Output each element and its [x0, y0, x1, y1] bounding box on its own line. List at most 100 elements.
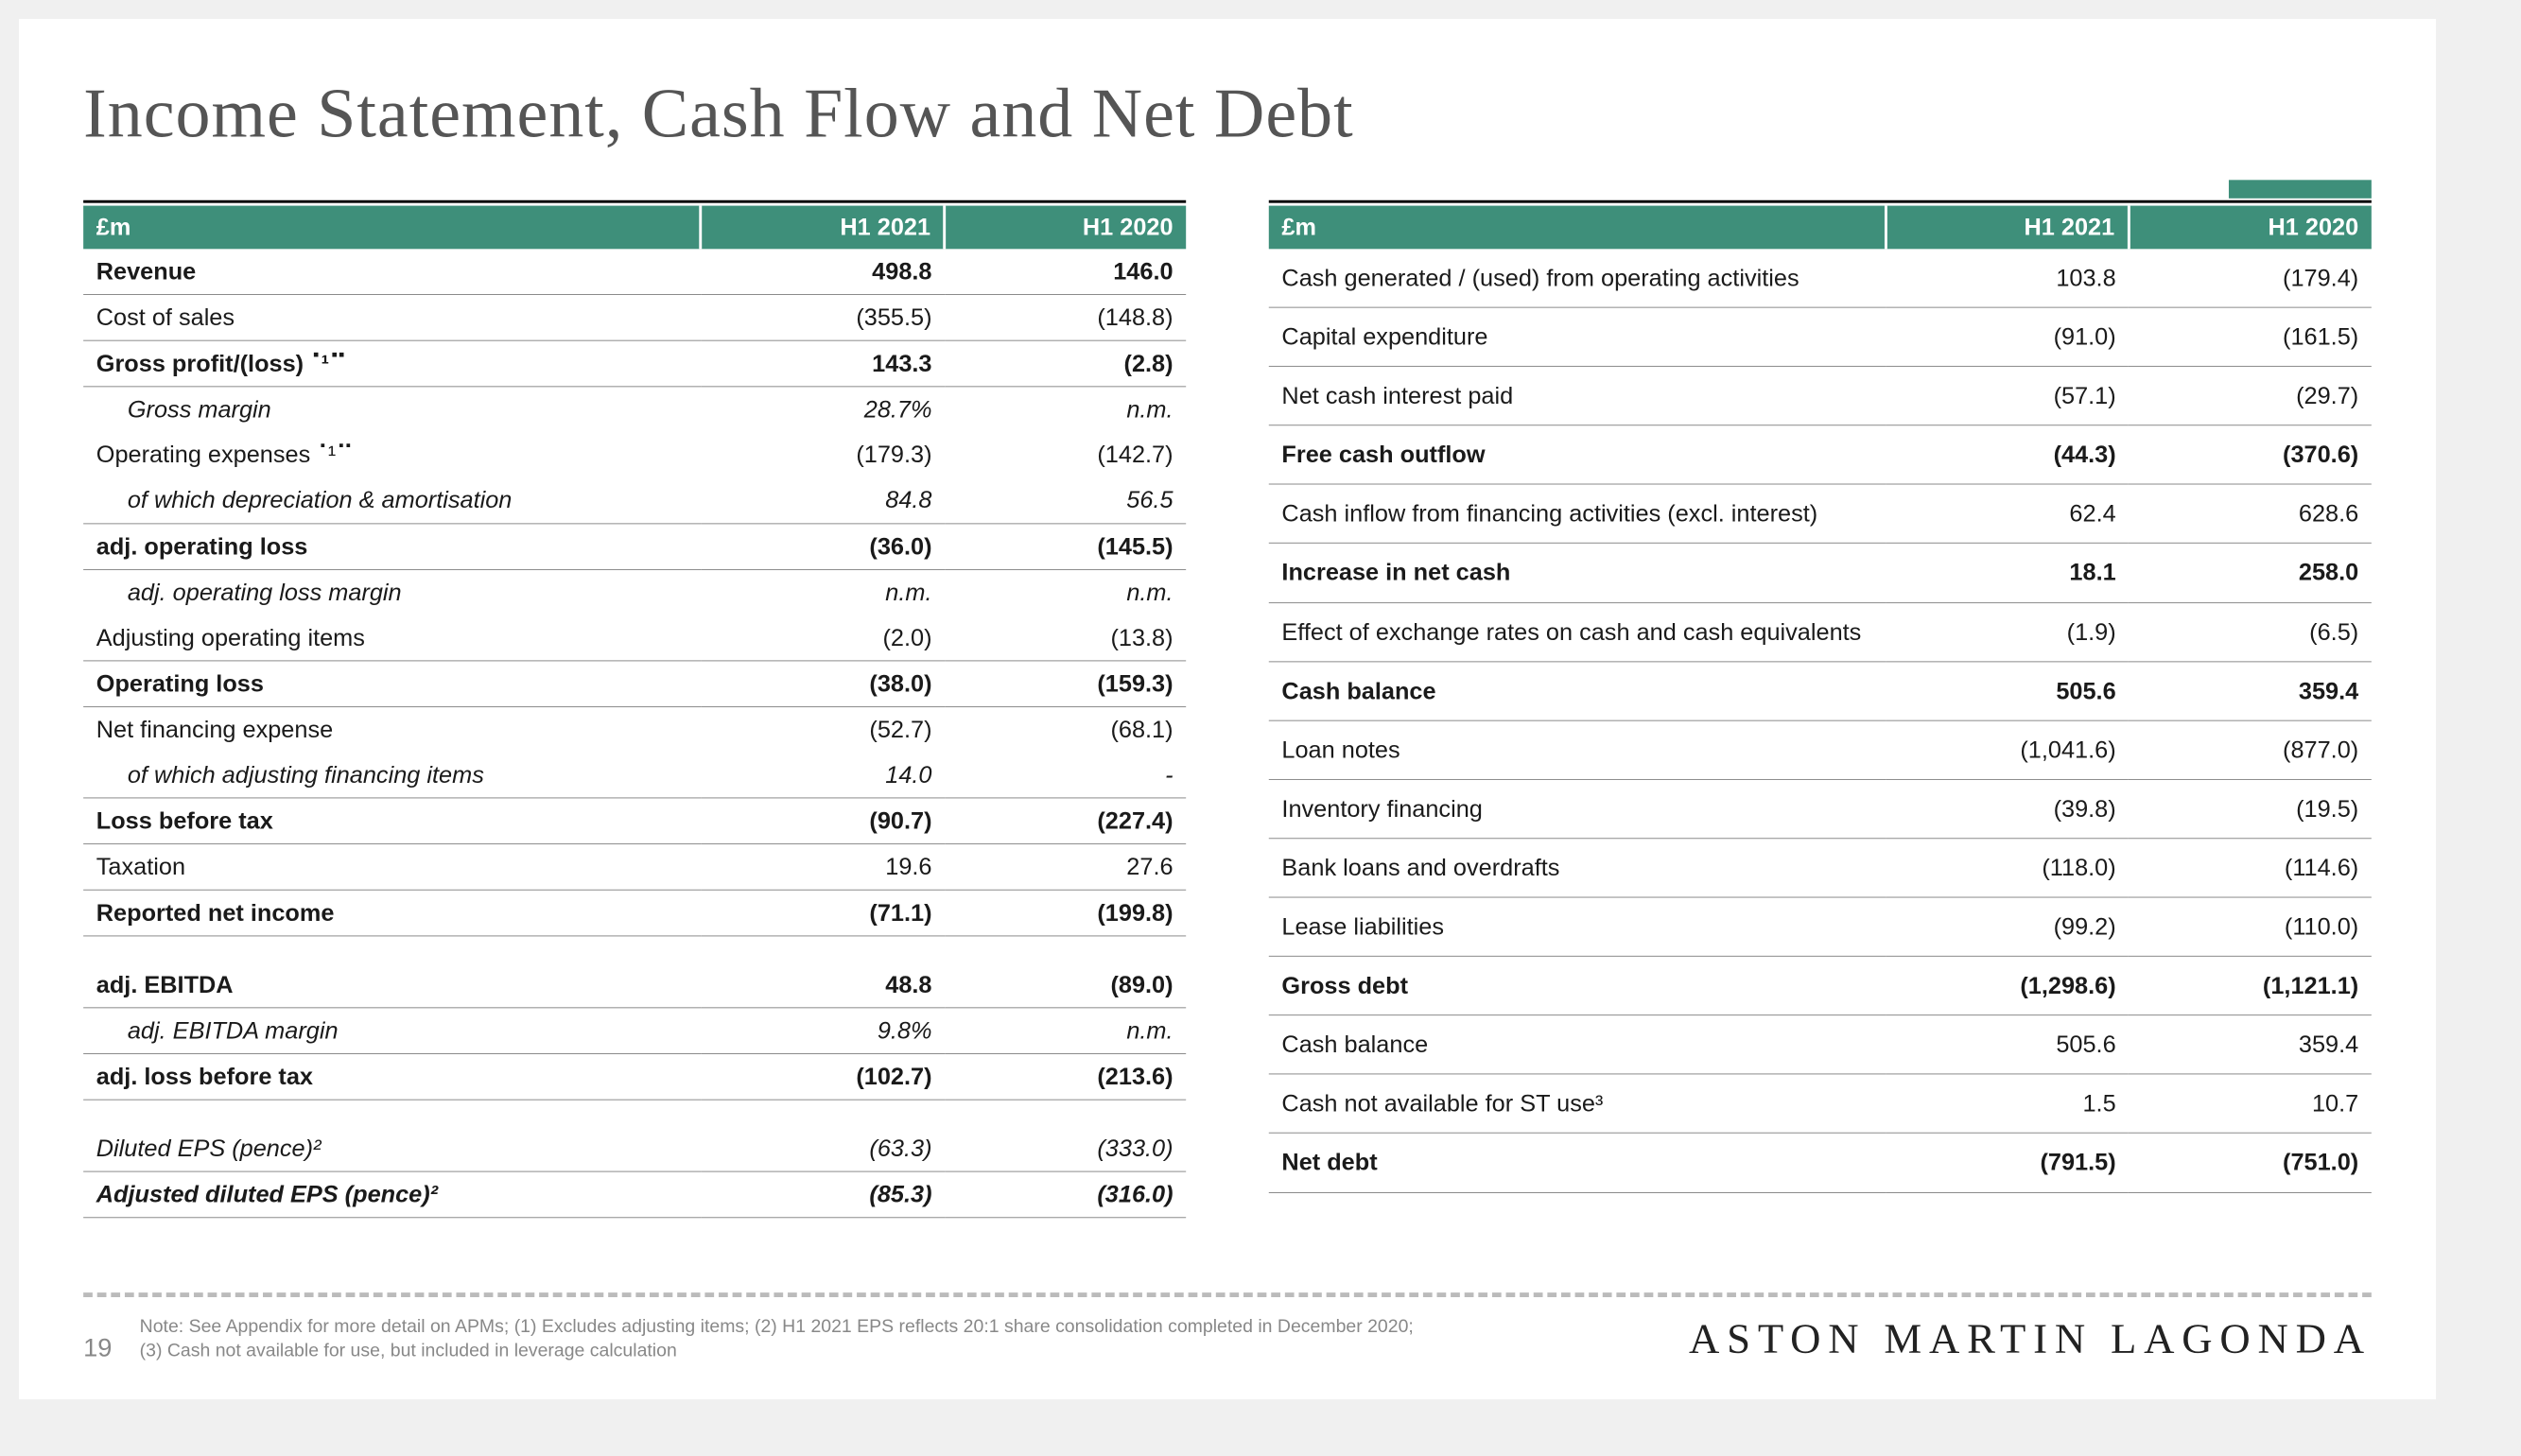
table-row: Reported net income(71.1)(199.8) — [83, 891, 1186, 937]
table-header-row: £m H1 2021 H1 2020 — [83, 206, 1186, 250]
value-c1: n.m. — [701, 569, 945, 615]
table-row: Inventory financing(39.8)(19.5) — [1269, 779, 2372, 838]
row-label: adj. EBITDA margin — [83, 1008, 701, 1054]
row-label: Operating expenses⠈¹⠉ — [83, 432, 701, 477]
value-c1: (1,041.6) — [1886, 720, 2130, 779]
row-label: Loss before tax — [83, 798, 701, 844]
table-row: Operating expenses⠈¹⠉(179.3)(142.7) — [83, 432, 1186, 477]
income-statement-table: £m H1 2021 H1 2020 Revenue498.8146.0Cost… — [83, 206, 1186, 1219]
row-label: Reported net income — [83, 891, 701, 937]
value-c1: 18.1 — [1886, 544, 2130, 602]
table-row: Increase in net cash18.1258.0 — [1269, 544, 2372, 602]
row-label: Capital expenditure — [1269, 307, 1886, 366]
value-c1: (2.0) — [701, 615, 945, 660]
value-c1: (90.7) — [701, 798, 945, 844]
value-c1: (355.5) — [701, 295, 945, 341]
value-c2: 56.5 — [945, 477, 1186, 523]
value-c1: (71.1) — [701, 891, 945, 937]
value-c1: (1,298.6) — [1886, 956, 2130, 1014]
value-c2: (114.6) — [2129, 839, 2372, 897]
cashflow-table: £m H1 2021 H1 2020 Cash generated / (use… — [1269, 206, 2372, 1193]
value-c1: (63.3) — [701, 1126, 945, 1171]
table-row: Effect of exchange rates on cash and cas… — [1269, 602, 2372, 661]
row-label: Net debt — [1269, 1134, 1886, 1192]
row-label: adj. operating loss margin — [83, 569, 701, 615]
table-row: Diluted EPS (pence)²(63.3)(333.0) — [83, 1126, 1186, 1171]
value-c2: n.m. — [945, 569, 1186, 615]
footer-left: 19 Note: See Appendix for more detail on… — [83, 1314, 1414, 1362]
value-c1: (57.1) — [1886, 367, 2130, 425]
value-c2: 359.4 — [2129, 662, 2372, 720]
footer: 19 Note: See Appendix for more detail on… — [83, 1292, 2372, 1362]
row-label: Cash balance — [1269, 1015, 1886, 1074]
col-label: £m — [1269, 206, 1886, 250]
row-label: Cost of sales — [83, 295, 701, 341]
table-row: Loan notes(1,041.6)(877.0) — [1269, 720, 2372, 779]
table-row: Cost of sales(355.5)(148.8) — [83, 295, 1186, 341]
cashflow-block: £m H1 2021 H1 2020 Cash generated / (use… — [1269, 200, 2372, 1265]
table-row — [83, 1100, 1186, 1125]
table-row: Loss before tax(90.7)(227.4) — [83, 798, 1186, 844]
value-c1: (52.7) — [701, 707, 945, 753]
row-label: Taxation — [83, 844, 701, 891]
row-label: Lease liabilities — [1269, 897, 1886, 956]
table-row: Gross margin28.7%n.m. — [83, 387, 1186, 432]
value-c2: (13.8) — [945, 615, 1186, 660]
col-h1-2021: H1 2021 — [1886, 206, 2130, 250]
value-c2: (199.8) — [945, 891, 1186, 937]
value-c1: 9.8% — [701, 1008, 945, 1054]
value-c1: (44.3) — [1886, 425, 2130, 484]
value-c2: (316.0) — [945, 1171, 1186, 1218]
row-label: adj. operating loss — [83, 523, 701, 569]
footnote: Note: See Appendix for more detail on AP… — [140, 1314, 1414, 1362]
table-row: Cash balance505.6359.4 — [1269, 1015, 2372, 1074]
slide: Income Statement, Cash Flow and Net Debt… — [19, 19, 2436, 1399]
table-row: Gross profit/(loss)⠈¹⠉143.3(2.8) — [83, 340, 1186, 387]
table-row: Bank loans and overdrafts(118.0)(114.6) — [1269, 839, 2372, 897]
table-header-row: £m H1 2021 H1 2020 — [1269, 206, 2372, 250]
row-label: Gross profit/(loss)⠈¹⠉ — [83, 340, 701, 387]
footnote-line2: (3) Cash not available for use, but incl… — [140, 1341, 677, 1361]
value-c2: (179.4) — [2129, 249, 2372, 307]
table-row: Taxation19.627.6 — [83, 844, 1186, 891]
row-label: adj. EBITDA — [83, 962, 701, 1008]
value-c1: 84.8 — [701, 477, 945, 523]
row-label: Gross debt — [1269, 956, 1886, 1014]
table-row: adj. EBITDA margin9.8%n.m. — [83, 1008, 1186, 1054]
row-label: Cash balance — [1269, 662, 1886, 720]
row-label: of which adjusting financing items — [83, 753, 701, 798]
table-row: Free cash outflow(44.3)(370.6) — [1269, 425, 2372, 484]
col-label: £m — [83, 206, 701, 250]
value-c2: (89.0) — [945, 962, 1186, 1008]
row-label: Net cash interest paid — [1269, 367, 1886, 425]
value-c2: 628.6 — [2129, 484, 2372, 543]
row-label: Adjusted diluted EPS (pence)² — [83, 1171, 701, 1218]
income-statement-block: £m H1 2021 H1 2020 Revenue498.8146.0Cost… — [83, 200, 1186, 1265]
footnote-line1: Note: See Appendix for more detail on AP… — [140, 1316, 1414, 1336]
value-c1: (38.0) — [701, 661, 945, 707]
value-c2: (19.5) — [2129, 779, 2372, 838]
table-row: adj. operating loss marginn.m.n.m. — [83, 569, 1186, 615]
table-row: Net cash interest paid(57.1)(29.7) — [1269, 367, 2372, 425]
top-rule — [1269, 200, 2372, 203]
row-label: Cash not available for ST use³ — [1269, 1074, 1886, 1133]
table-row: Revenue498.8146.0 — [83, 249, 1186, 294]
row-label: Diluted EPS (pence)² — [83, 1126, 701, 1171]
value-c2: n.m. — [945, 1008, 1186, 1054]
table-row: Cash not available for ST use³1.510.7 — [1269, 1074, 2372, 1133]
page-title: Income Statement, Cash Flow and Net Debt — [83, 74, 2372, 154]
top-rule — [83, 200, 1186, 203]
value-c1: (791.5) — [1886, 1134, 2130, 1192]
table-row: of which adjusting financing items14.0- — [83, 753, 1186, 798]
value-c2: (213.6) — [945, 1054, 1186, 1101]
table-row: adj. loss before tax(102.7)(213.6) — [83, 1054, 1186, 1101]
value-c2: (148.8) — [945, 295, 1186, 341]
tables-container: £m H1 2021 H1 2020 Revenue498.8146.0Cost… — [83, 200, 2372, 1265]
value-c1: (102.7) — [701, 1054, 945, 1101]
row-label: Net financing expense — [83, 707, 701, 753]
table-row: Gross debt(1,298.6)(1,121.1) — [1269, 956, 2372, 1014]
row-label: Adjusting operating items — [83, 615, 701, 660]
row-label: Revenue — [83, 249, 701, 294]
table-row: Cash balance505.6359.4 — [1269, 662, 2372, 720]
value-c2: 258.0 — [2129, 544, 2372, 602]
